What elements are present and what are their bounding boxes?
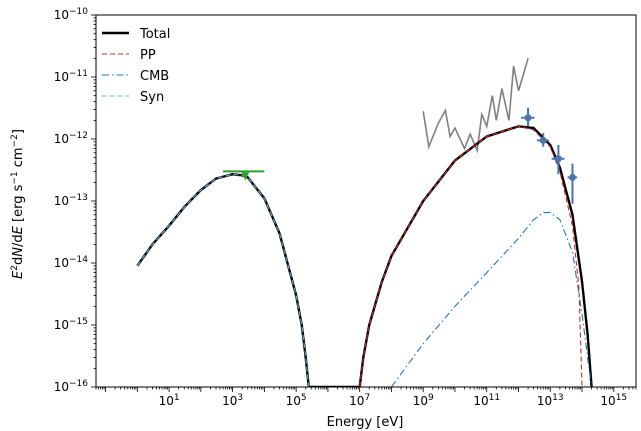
x-tick-exponent: 3 xyxy=(237,393,243,403)
y-tick-exponent: −10 xyxy=(69,7,88,17)
x-tick-base: 10 xyxy=(349,394,364,408)
y-tick-base: 10 xyxy=(54,318,69,332)
y-tick-label: 10−16 xyxy=(54,379,89,394)
legend-label-syn: Syn xyxy=(140,90,164,105)
x-tick-exponent: 5 xyxy=(301,393,307,403)
x-tick-label: 1011 xyxy=(473,393,500,408)
x-tick-exponent: 11 xyxy=(489,393,500,403)
x-tick-exponent: 9 xyxy=(428,393,434,403)
data-point xyxy=(567,163,578,204)
y-tick-label: 10−14 xyxy=(54,255,89,270)
y-tick-label: 10−13 xyxy=(54,193,88,208)
plot-area xyxy=(136,58,593,387)
data-point-marker xyxy=(524,114,532,122)
x-tick-base: 10 xyxy=(600,394,615,408)
y-tick-label: 10−10 xyxy=(54,7,89,22)
y-tick-label: 10−12 xyxy=(54,131,88,146)
x-tick-label: 1013 xyxy=(537,393,564,408)
data-point xyxy=(521,107,535,127)
x-tick-exponent: 7 xyxy=(364,393,370,403)
data-point-marker xyxy=(568,173,576,181)
x-tick-label: 109 xyxy=(413,393,434,408)
series-line-cmb xyxy=(390,212,593,387)
y-axis-label: E2dN/dE [erg s−1 cm−2] xyxy=(10,129,26,279)
data-point xyxy=(551,145,565,175)
x-tick-base: 10 xyxy=(286,394,301,408)
y-tick-exponent: −14 xyxy=(69,255,88,265)
data-point-marker xyxy=(539,136,547,144)
y-tick-base: 10 xyxy=(54,194,69,208)
y-tick-exponent: −16 xyxy=(69,379,88,389)
x-axis-label: Energy [eV] xyxy=(327,415,404,430)
legend-label-total: Total xyxy=(139,27,170,42)
x-tick-label: 107 xyxy=(349,393,370,408)
y-tick-base: 10 xyxy=(54,132,69,146)
legend-label-cmb: CMB xyxy=(140,69,169,84)
y-tick-base: 10 xyxy=(54,70,69,84)
x-tick-exponent: 13 xyxy=(552,393,563,403)
data-point xyxy=(536,132,549,147)
y-tick-base: 10 xyxy=(54,256,69,270)
y-tick-exponent: −15 xyxy=(69,317,88,327)
upper-limit-arrow xyxy=(241,172,250,181)
y-tick-label: 10−11 xyxy=(54,69,88,84)
x-tick-label: 103 xyxy=(222,393,243,408)
x-tick-base: 10 xyxy=(222,394,237,408)
x-tick-base: 10 xyxy=(537,394,552,408)
series-line-pp xyxy=(359,125,583,387)
x-tick-label: 105 xyxy=(286,393,307,408)
y-tick-exponent: −12 xyxy=(69,131,88,141)
x-tick-base: 10 xyxy=(413,394,428,408)
series-line-total xyxy=(136,125,593,387)
legend-label-pp: PP xyxy=(140,48,156,63)
plot-frame xyxy=(95,14,637,388)
x-tick-base: 10 xyxy=(159,394,174,408)
y-tick-label: 10−15 xyxy=(54,317,88,332)
x-tick-label: 1015 xyxy=(600,393,627,408)
series-line-syn xyxy=(136,173,310,387)
legend: Total PP CMB Syn xyxy=(102,27,170,105)
x-tick-exponent: 15 xyxy=(616,393,627,403)
x-tick-base: 10 xyxy=(473,394,488,408)
sensitivity-curve xyxy=(422,58,529,154)
y-tick-exponent: −13 xyxy=(69,193,88,203)
x-tick-exponent: 1 xyxy=(174,393,180,403)
y-tick-base: 10 xyxy=(54,380,69,394)
data-point-marker xyxy=(554,155,562,163)
ticks-layer: 101 103 105 107 109 1011 1013 101510−1610−1510−… xyxy=(54,7,637,408)
x-tick-label: 101 xyxy=(159,393,180,408)
y-tick-exponent: −11 xyxy=(69,69,88,79)
y-tick-base: 10 xyxy=(54,8,69,22)
